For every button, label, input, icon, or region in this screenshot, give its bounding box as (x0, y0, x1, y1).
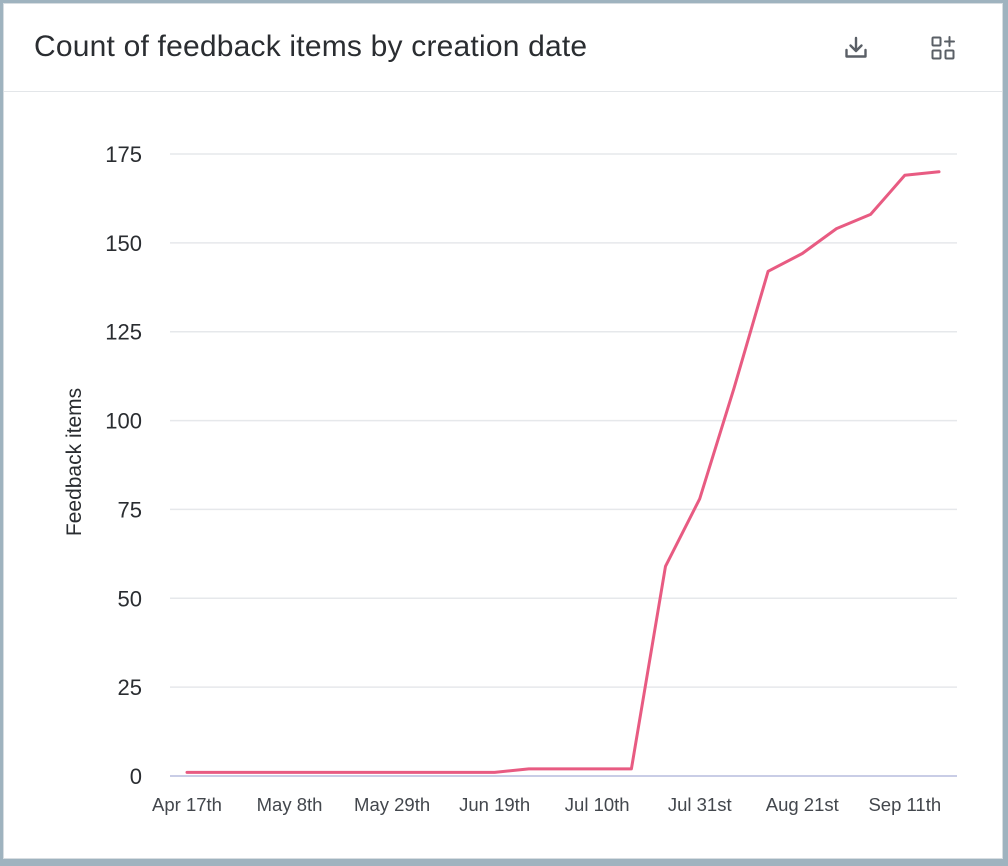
y-tick-label: 175 (105, 142, 142, 167)
add-widget-icon[interactable] (927, 32, 959, 64)
line-chart: 0 25 50 75 100 125 150 175 Apr 17th May 8th May 2… (63, 142, 957, 815)
y-tick-labels: 0 25 50 75 100 125 150 175 (105, 142, 142, 789)
download-icon[interactable] (840, 32, 872, 64)
x-tick-label: May 29th (354, 794, 430, 815)
y-tick-label: 0 (130, 764, 142, 789)
chart-card: Count of feedback items by creation date… (3, 3, 1003, 859)
x-tick-label: May 8th (257, 794, 323, 815)
grid-lines (170, 153, 957, 688)
y-axis-label: Feedback items (63, 388, 86, 536)
y-tick-label: 25 (118, 675, 142, 700)
chart-area: 0 25 50 75 100 125 150 175 Apr 17th May 8th May 2… (4, 92, 1004, 860)
y-tick-label: 75 (118, 497, 142, 522)
y-tick-label: 150 (105, 231, 142, 256)
x-tick-label: Sep 11th (868, 794, 941, 815)
chart-title: Count of feedback items by creation date (34, 30, 588, 63)
series-line (185, 170, 941, 774)
card-header: Count of feedback items by creation date (4, 4, 1002, 92)
y-tick-label: 100 (105, 409, 142, 434)
x-tick-labels: Apr 17th May 8th May 29th Jun 19th Jul 10th J… (152, 794, 941, 815)
y-tick-label: 125 (105, 320, 142, 345)
y-tick-label: 50 (118, 586, 142, 611)
x-tick-label: Aug 21st (766, 794, 839, 815)
x-tick-label: Apr 17th (152, 794, 222, 815)
x-tick-label: Jul 31st (668, 794, 732, 815)
x-tick-label: Jul 10th (565, 794, 630, 815)
x-tick-label: Jun 19th (459, 794, 530, 815)
